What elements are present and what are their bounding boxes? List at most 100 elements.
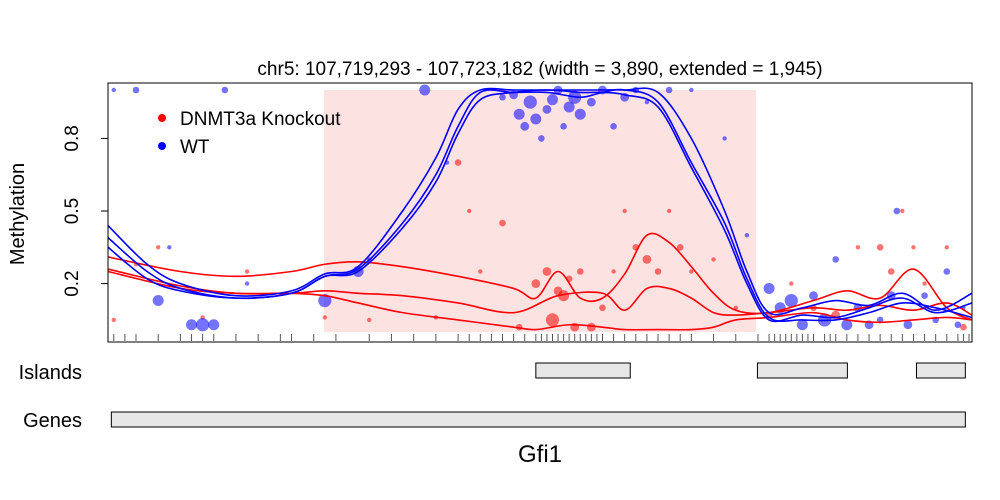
knockout-point — [922, 281, 927, 286]
wt-point — [689, 87, 694, 93]
wt-point — [523, 95, 537, 109]
wt-point — [832, 256, 840, 263]
knockout-point — [611, 269, 616, 274]
wt-point — [586, 97, 596, 107]
wt-point — [665, 86, 673, 94]
cpg-island — [535, 362, 631, 379]
knockout-point — [960, 323, 967, 331]
knockout-point — [622, 208, 627, 214]
legend-marker-knockout — [158, 114, 166, 122]
knockout-point — [576, 268, 584, 275]
wt-point — [111, 87, 116, 93]
knockout-smooth-lines — [107, 232, 973, 331]
wt-point — [784, 293, 798, 308]
knockout-point — [545, 313, 560, 327]
knockout-point — [367, 317, 372, 323]
knockout-point — [689, 269, 694, 274]
wt-point — [796, 319, 808, 331]
knockout-point — [244, 269, 250, 274]
wt-point — [520, 121, 530, 131]
genes-track — [110, 411, 966, 428]
cpg-island — [915, 362, 966, 379]
islands-track-label: Islands — [19, 362, 82, 384]
wt-point — [186, 319, 198, 331]
wt-point — [546, 94, 558, 106]
knockout-point — [654, 268, 662, 275]
wt-point — [318, 293, 332, 308]
wt-point — [921, 292, 928, 300]
wt-point — [563, 101, 575, 113]
y-axis: 0.2 0.5 0.8 — [62, 125, 109, 297]
wt-point — [208, 319, 220, 331]
cpg-rug — [113, 334, 970, 341]
y-tick-label: 0.2 — [62, 270, 83, 296]
knockout-point — [944, 245, 949, 250]
wt-point — [152, 295, 164, 307]
wt-point — [893, 207, 901, 215]
wt-smooth-line — [107, 89, 973, 323]
knockout-point — [733, 305, 738, 310]
wt-point — [538, 135, 545, 142]
knockout-point — [558, 290, 570, 302]
wt-point — [499, 93, 506, 101]
wt-point — [841, 319, 853, 331]
y-tick-label: 0.8 — [62, 125, 83, 151]
wt-point — [196, 318, 210, 332]
wt-point — [809, 291, 818, 301]
gene-feature — [110, 411, 966, 428]
wt-point — [530, 113, 542, 125]
chart-title: chr5: 107,719,293 - 107,723,182 (width =… — [257, 59, 822, 80]
wt-point — [560, 123, 567, 130]
wt-point — [419, 84, 431, 96]
wt-point — [221, 86, 229, 94]
knockout-smooth-line — [107, 270, 973, 331]
knockout-point — [676, 244, 684, 251]
wt-point — [513, 108, 525, 120]
wt-point — [542, 104, 552, 114]
wt-smooth-line — [107, 87, 973, 316]
wt-point — [244, 281, 250, 286]
knockout-smooth-line — [107, 268, 973, 316]
knockout-point — [454, 159, 462, 166]
y-tick-label: 0.5 — [62, 198, 83, 224]
knockout-point — [156, 245, 161, 250]
knockout-point — [322, 315, 328, 320]
knockout-point — [478, 269, 483, 274]
highlight-region — [324, 90, 756, 332]
legend: DNMT3a Knockout WT — [158, 109, 341, 158]
legend-marker-wt — [158, 142, 166, 150]
wt-point — [610, 123, 617, 130]
knockout-point — [666, 208, 672, 214]
knockout-point — [642, 255, 652, 264]
knockout-point — [887, 268, 895, 275]
knockout-point — [586, 322, 596, 332]
y-axis-label: Methylation — [7, 163, 29, 265]
knockout-point — [542, 267, 552, 276]
legend-label-knockout: DNMT3a Knockout — [180, 109, 341, 130]
knockout-point — [911, 245, 916, 250]
knockout-point — [876, 244, 884, 251]
knockout-smooth-line — [107, 232, 973, 321]
knockout-point — [111, 317, 116, 323]
wt-point — [763, 282, 775, 294]
wt-smooth-lines — [107, 87, 973, 323]
wt-point — [954, 321, 962, 329]
wt-point — [943, 268, 951, 275]
knockout-point — [855, 245, 861, 250]
knockout-point — [599, 304, 606, 312]
wt-point — [903, 320, 913, 330]
knockout-point — [466, 208, 472, 214]
gene-name-label: Gfi1 — [518, 441, 562, 468]
wt-point — [167, 245, 172, 250]
wt-point — [644, 99, 650, 105]
wt-point — [574, 108, 586, 120]
knockout-point — [900, 208, 905, 214]
wt-point — [132, 86, 140, 94]
genes-track-label: Genes — [23, 410, 82, 432]
cpg-island — [756, 362, 848, 379]
islands-track — [535, 362, 966, 379]
knockout-point — [531, 279, 541, 288]
legend-label-wt: WT — [180, 137, 210, 158]
knockout-point — [789, 281, 794, 286]
